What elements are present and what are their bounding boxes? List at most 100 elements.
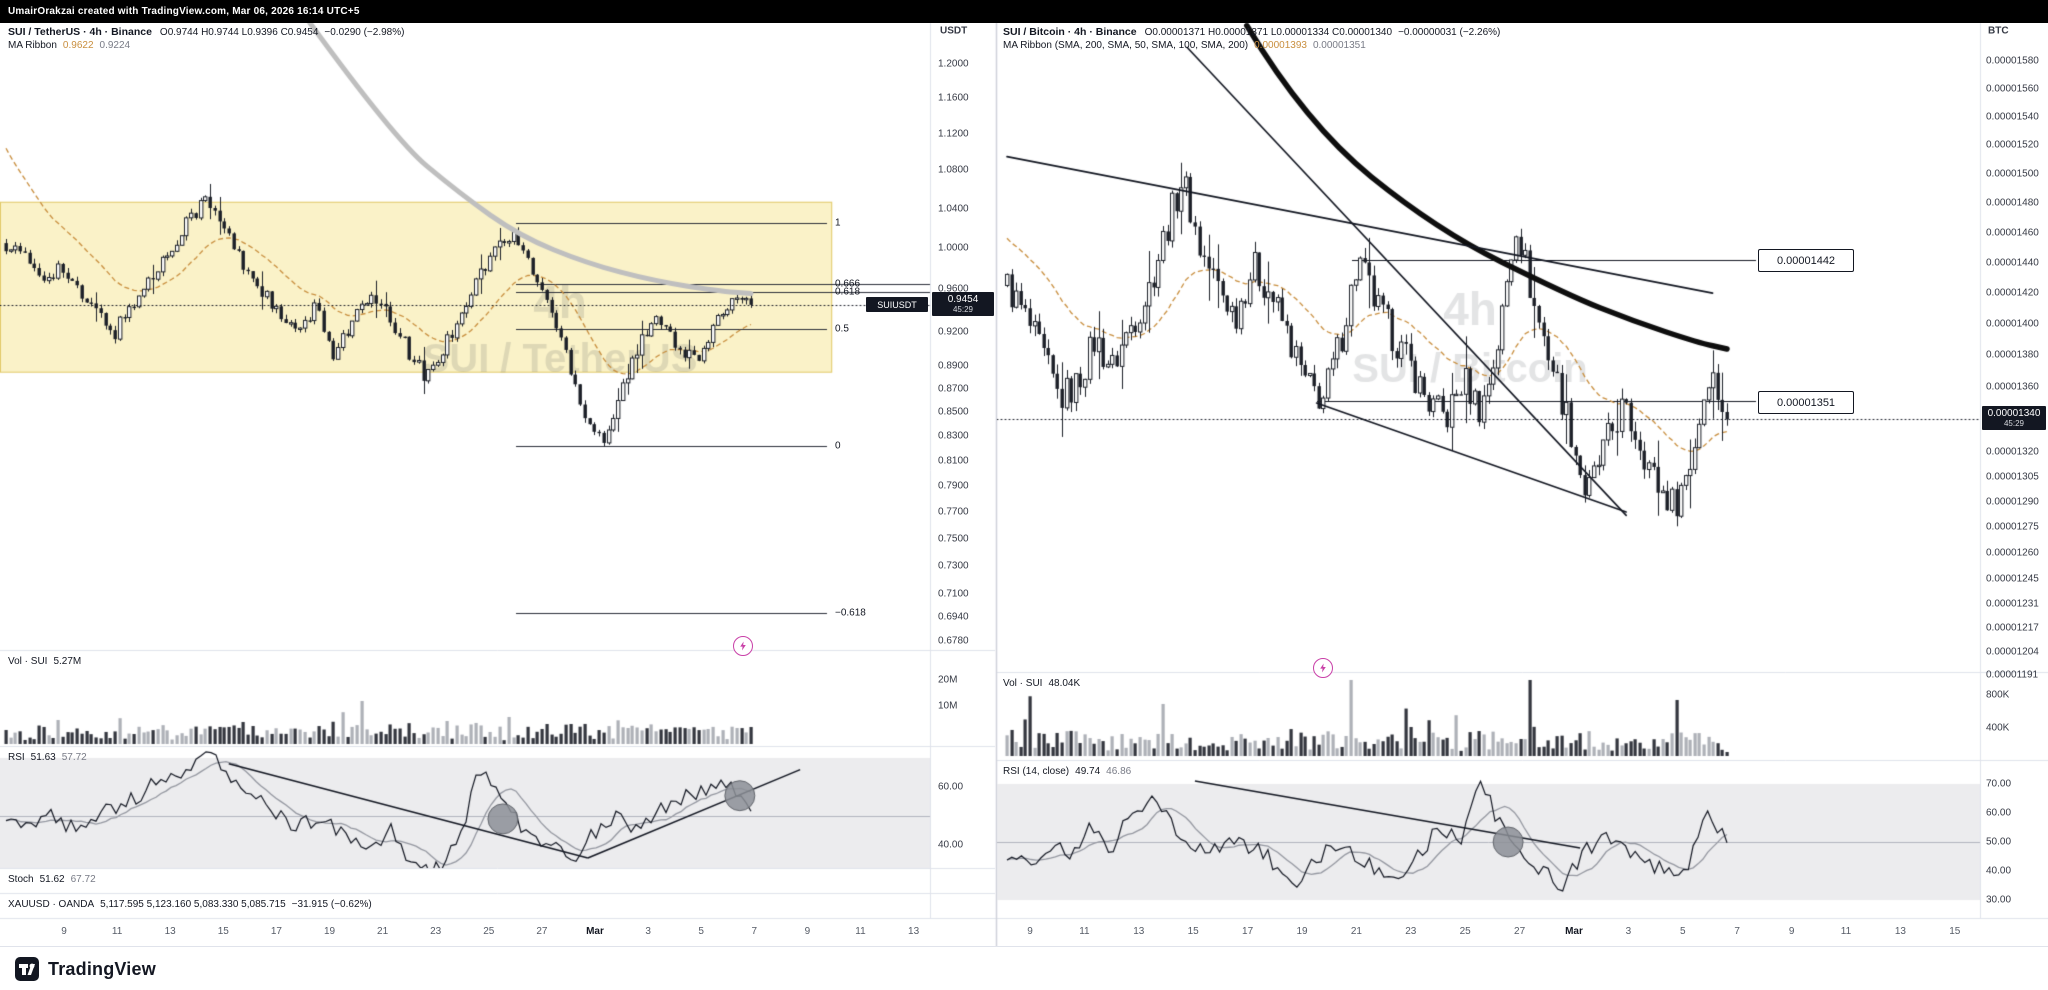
right-ohlc-values: O0.00001371 H0.00001371 L0.00001334 C0.0… <box>1144 27 1393 38</box>
right-time-axis-label: 13 <box>1133 926 1145 937</box>
left-volume-legend[interactable]: Vol · SUI 5.27M <box>8 656 81 667</box>
left-time-axis-label: 17 <box>270 926 282 937</box>
right-rsi-axis-label: 30.00 <box>1986 894 2012 906</box>
left-symbol-title: SUI / TetherUS · 4h · Binance <box>8 26 152 38</box>
right-rsi-axis-label: 70.00 <box>1986 778 2012 790</box>
right-price-axis-label: 0.00001540 <box>1986 111 2039 123</box>
right-time-axis-label: 17 <box>1242 926 1254 937</box>
right-price-axis-label: 0.00001305 <box>1986 471 2039 483</box>
auto-fib-icon[interactable] <box>733 636 753 656</box>
xauusd-legend[interactable]: XAUUSD · OANDA 5,117.595 5,123.160 5,083.… <box>8 899 372 910</box>
right-price-axis-label: 0.00001380 <box>1986 349 2039 361</box>
right-price-axis-label: 0.00001320 <box>1986 446 2039 458</box>
left-time-axis-label: 19 <box>323 926 336 937</box>
right-price-axis-label: 0.00001217 <box>1986 622 2039 634</box>
left-price-axis-label: 0.6940 <box>938 611 969 623</box>
left-rsi-legend[interactable]: RSI 51.63 57.72 <box>8 752 87 763</box>
left-price-axis-label: 0.9600 <box>938 283 969 295</box>
right-current-price-box: 0.00001340 45:29 <box>1982 406 2046 430</box>
right-rsi-value: 49.74 <box>1075 766 1101 777</box>
left-time-axis-label: Mar <box>586 926 604 937</box>
left-time-axis-label: 9 <box>804 926 811 937</box>
left-price-axis-label: 0.7500 <box>938 533 969 545</box>
left-price-axis-label: 0.8300 <box>938 430 969 442</box>
left-rsi-value: 51.63 <box>30 752 56 763</box>
left-time-axis-label: 23 <box>430 926 442 937</box>
left-price-axis-label: 0.8700 <box>938 383 969 395</box>
left-volume-label: Vol · SUI <box>8 656 48 667</box>
left-price-axis-label: 0.8500 <box>938 406 969 418</box>
right-ma-ribbon-legend[interactable]: MA Ribbon (SMA, 200, SMA, 50, SMA, 100, … <box>1003 40 1366 51</box>
right-price-axis-label: 0.00001275 <box>1986 521 2039 533</box>
left-time-axis-label: 15 <box>217 926 229 937</box>
left-price-axis-label: 0.6780 <box>938 635 969 647</box>
fib-level-label: 0.5 <box>835 323 849 335</box>
left-ma-value-2: 0.9224 <box>99 40 131 51</box>
right-ma-ribbon-label: MA Ribbon (SMA, 200, SMA, 50, SMA, 100, … <box>1003 40 1249 51</box>
left-rsi-label: RSI <box>8 752 25 763</box>
fib-level-label: 0.618 <box>835 286 861 298</box>
level-box-upper[interactable]: 0.00001442 <box>1758 249 1854 272</box>
right-price-axis-label: 0.00001191 <box>1986 669 2039 681</box>
right-time-axis-label: 11 <box>1079 926 1090 937</box>
right-volume-legend[interactable]: Vol · SUI 48.04K <box>1003 678 1080 689</box>
right-countdown: 45:29 <box>2003 419 2025 428</box>
left-price-axis-label: 1.0000 <box>938 242 969 254</box>
xauusd-values: 5,117.595 5,123.160 5,083.330 5,085.715 <box>100 899 286 910</box>
left-current-price: 0.9454 <box>947 294 979 305</box>
right-chart-legend[interactable]: SUI / Bitcoin · 4h · Binance O0.00001371 … <box>1003 26 1500 38</box>
right-price-axis-label: 0.00001500 <box>1986 168 2039 180</box>
left-time-axis-label: 21 <box>377 926 389 937</box>
tradingview-logo[interactable] <box>14 956 40 982</box>
right-volume-value: 48.04K <box>1048 678 1081 689</box>
right-time-axis-label: Mar <box>1565 926 1583 937</box>
left-current-price-box: 0.9454 45:29 <box>932 292 994 316</box>
footer-bar: TradingView <box>0 946 2048 990</box>
left-price-axis-label: 1.2000 <box>938 58 969 70</box>
xauusd-label: XAUUSD · OANDA <box>8 899 95 910</box>
right-time-axis-label: 9 <box>1027 926 1033 937</box>
right-price-axis-label: 0.00001231 <box>1986 598 2039 610</box>
right-time-axis-label: 25 <box>1459 926 1471 937</box>
suiusdt-symbol-tag-text: SUIUSDT <box>877 299 917 310</box>
right-price-axis-label: 0.00001260 <box>1986 547 2039 559</box>
suiusdt-symbol-tag[interactable]: SUIUSDT <box>866 297 928 312</box>
left-price-axis-label: 0.8900 <box>938 360 969 372</box>
lightning-icon <box>740 641 746 651</box>
fib-level-label: 1 <box>835 217 841 229</box>
right-ma-value-2: 0.00001351 <box>1312 40 1366 51</box>
left-price-axis-label: 0.9200 <box>938 326 969 338</box>
left-chart-legend[interactable]: SUI / TetherUS · 4h · Binance O0.9744 H0.… <box>8 26 404 38</box>
right-time-axis-label: 23 <box>1405 926 1417 937</box>
auto-fib-icon-right[interactable] <box>1313 658 1333 678</box>
left-time-axis-label: 3 <box>645 926 651 937</box>
right-price-axis-label: 0.00001580 <box>1986 55 2039 67</box>
right-rsi-legend[interactable]: RSI (14, close) 49.74 46.86 <box>1003 766 1131 777</box>
right-time-axis-label: 19 <box>1296 926 1308 937</box>
left-price-axis-label: 1.0800 <box>938 164 969 176</box>
left-ma-ribbon-label: MA Ribbon <box>8 40 57 51</box>
level-box-lower[interactable]: 0.00001351 <box>1758 391 1854 414</box>
left-time-axis-label: 7 <box>751 926 758 937</box>
right-rsi-axis-label: 40.00 <box>1986 865 2012 877</box>
left-time-axis-label: 27 <box>536 926 548 937</box>
right-current-price: 0.00001340 <box>1987 408 2041 419</box>
left-countdown: 45:29 <box>952 305 974 314</box>
left-ma-ribbon-legend[interactable]: MA Ribbon 0.9622 0.9224 <box>8 40 130 51</box>
level-box-upper-text: 0.00001442 <box>1776 254 1836 267</box>
chart-canvas[interactable] <box>0 0 2048 946</box>
right-price-axis-label: 0.00001480 <box>1986 197 2039 209</box>
right-ma-value-1: 0.00001393 <box>1254 40 1307 51</box>
right-rsi-label: RSI (14, close) <box>1003 766 1070 777</box>
left-price-axis-label: 0.7100 <box>938 588 969 600</box>
right-symbol-title: SUI / Bitcoin · 4h · Binance <box>1003 26 1137 38</box>
left-stoch-legend[interactable]: Stoch 51.62 67.72 <box>8 874 96 885</box>
left-price-axis-label: 1.0400 <box>938 203 969 215</box>
right-price-axis-label: 0.00001400 <box>1986 318 2039 330</box>
left-volume-axis-label: 10M <box>938 700 958 712</box>
tradingview-brand[interactable]: TradingView <box>48 958 156 979</box>
right-time-axis-label: 9 <box>1788 926 1795 937</box>
right-price-axis-label: 0.00001440 <box>1986 257 2039 269</box>
right-rsi-ma-value: 46.86 <box>1106 766 1132 777</box>
